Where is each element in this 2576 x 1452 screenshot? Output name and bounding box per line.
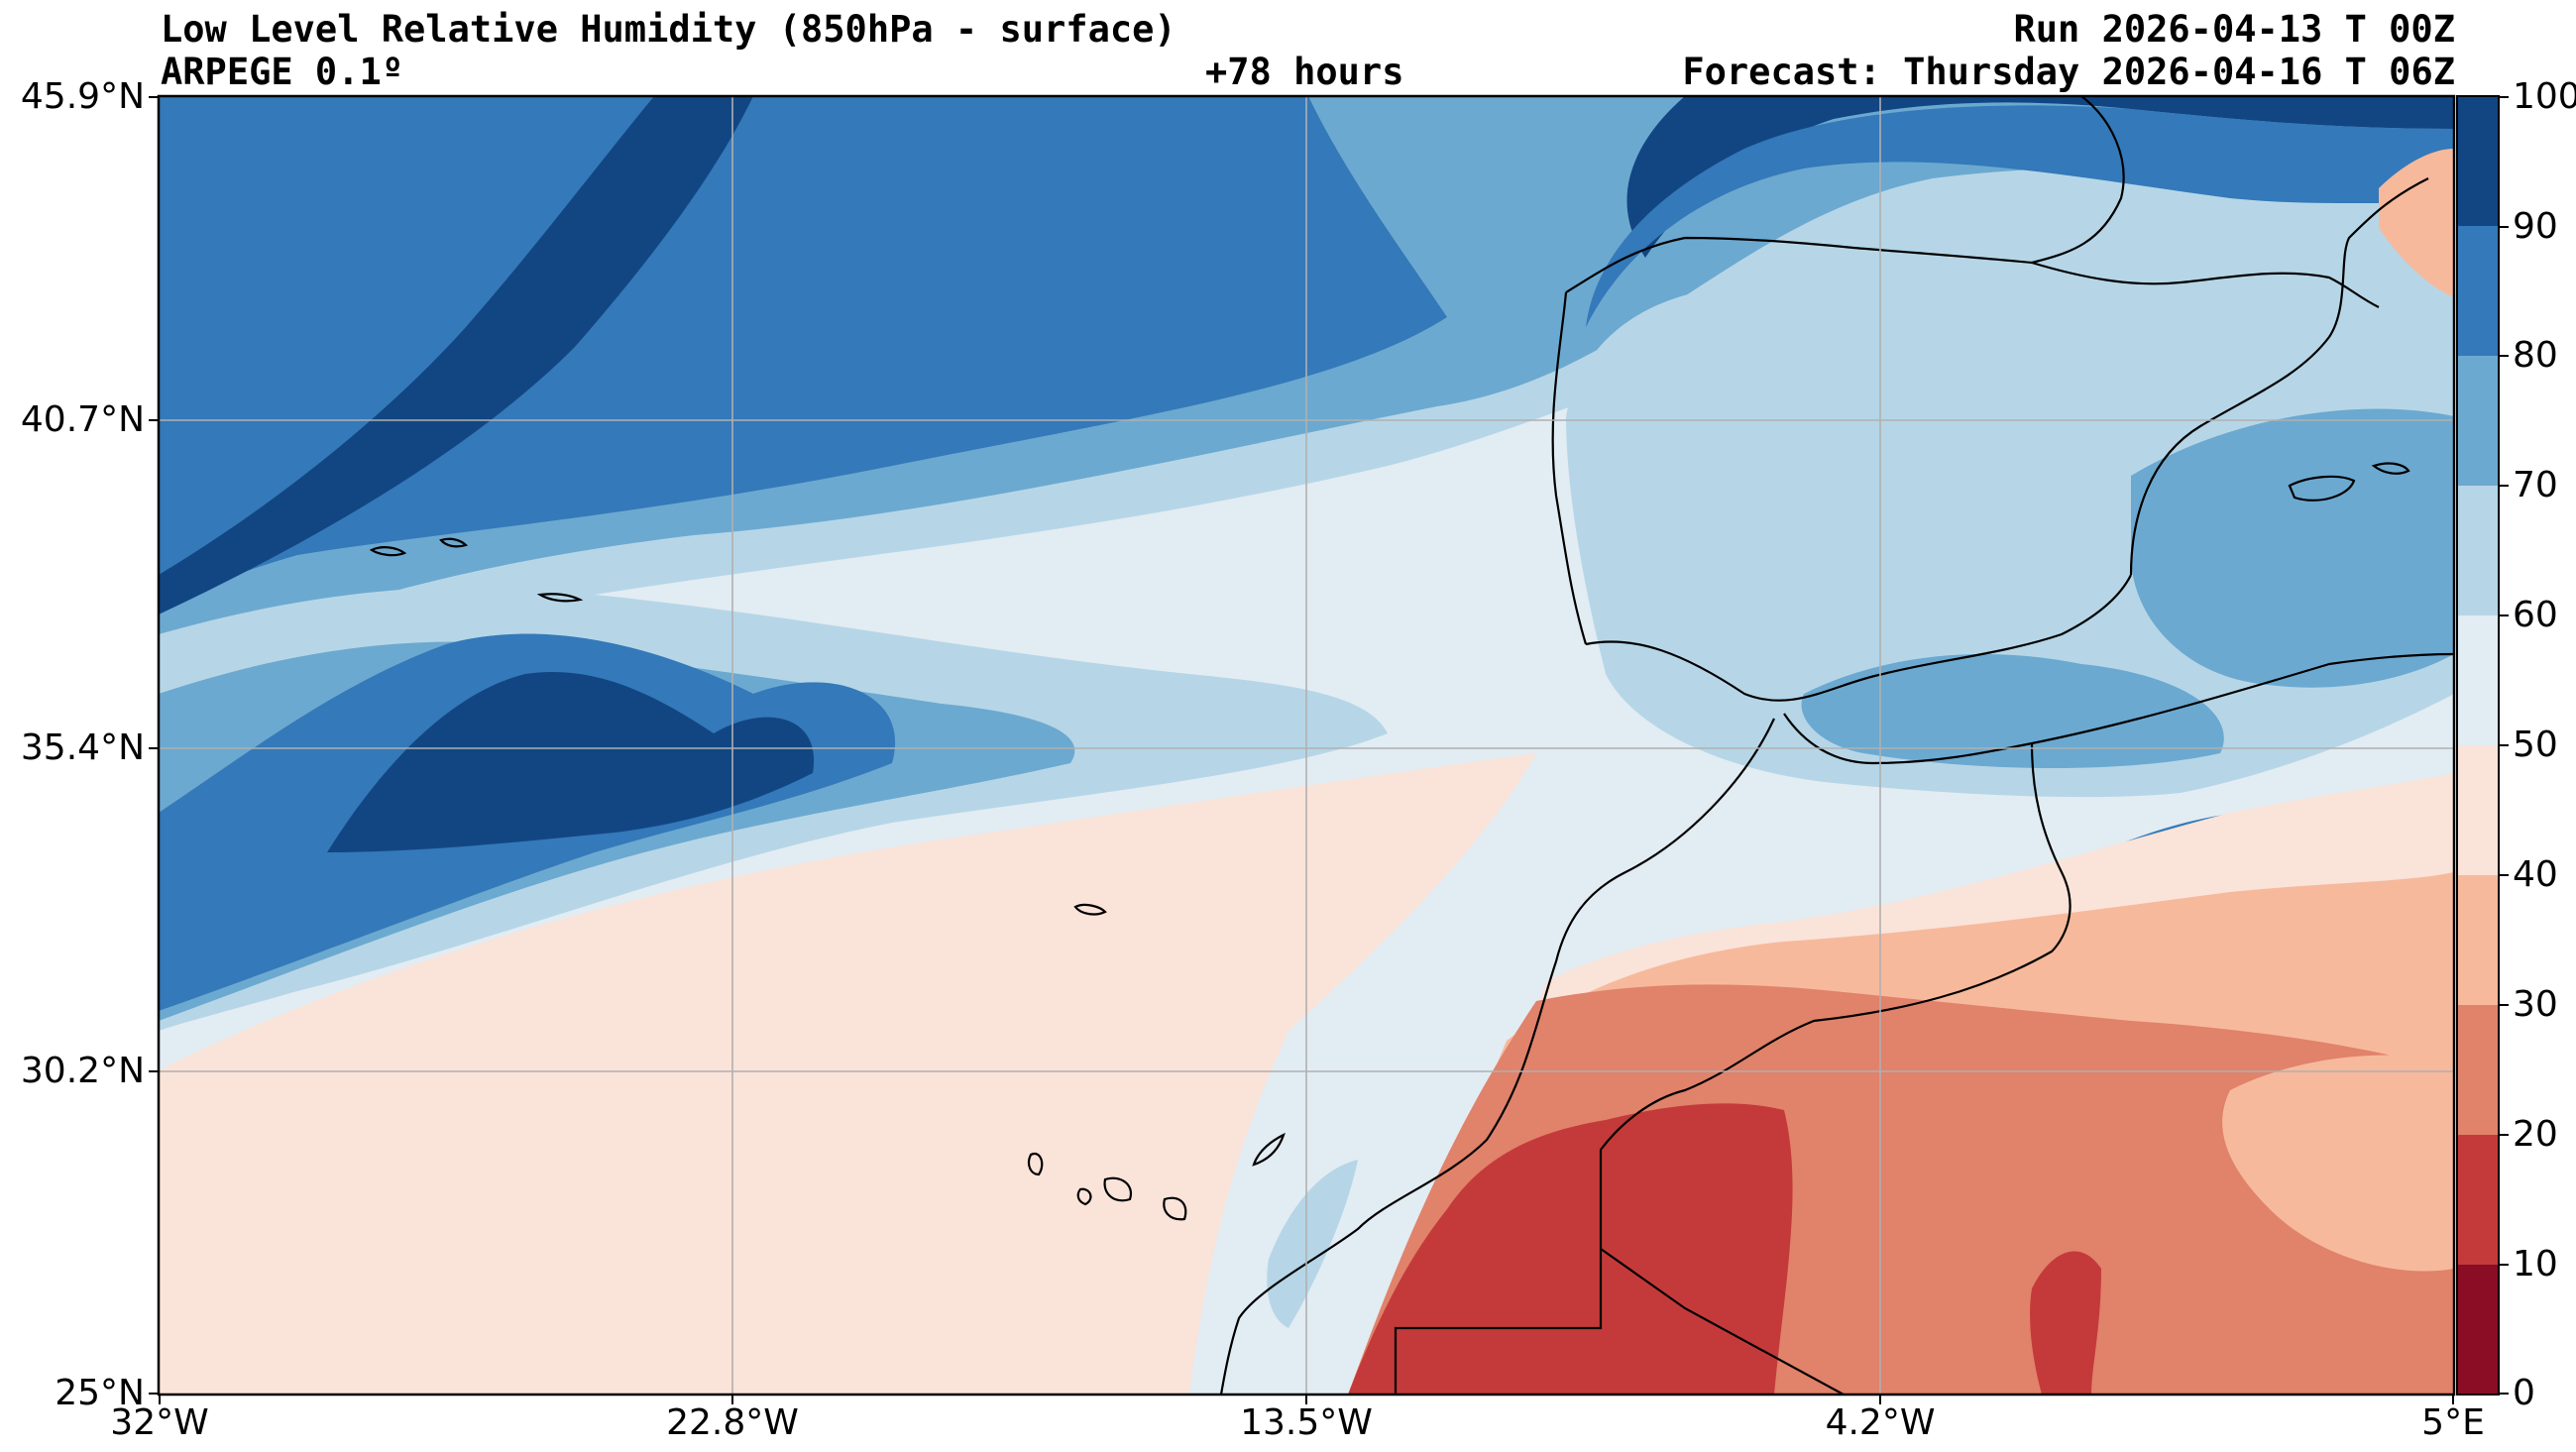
biscay-dark-core — [1626, 96, 2454, 258]
lat-tick-45-9: 45.9°N — [20, 76, 145, 117]
spain-france-border — [2031, 261, 2380, 308]
sahara-red-south — [2030, 1251, 2101, 1395]
run-time: Run 2026-04-13 T 00Z — [2013, 8, 2455, 51]
iberia-east-coast — [2129, 177, 2429, 576]
colorbar-label-100: 100 — [2513, 76, 2576, 117]
colorbar-segment-30-40 — [2457, 875, 2499, 1005]
biscay-blue — [1586, 105, 2454, 327]
coastlines — [369, 96, 2454, 1395]
colorbar-label-30: 30 — [2513, 984, 2558, 1025]
mauritania-border — [1600, 1248, 1845, 1395]
iberia-west-coast — [1551, 291, 1588, 645]
humidity-field — [159, 96, 2454, 1395]
madeira — [1073, 903, 1107, 916]
lat-tick-40-7: 40.7°N — [20, 399, 145, 440]
colorbar-label-60: 60 — [2513, 595, 2558, 635]
canary-island-5 — [1252, 1132, 1286, 1167]
north-atlantic-dark-core — [159, 96, 753, 614]
north-atlantic-blue-band — [159, 96, 1447, 605]
colorbar-label-50: 50 — [2513, 725, 2558, 765]
canary-island-1 — [1027, 1152, 1044, 1176]
colorbar-segment-20-30 — [2457, 1005, 2499, 1135]
eastern-atlantic-light-tongue — [1267, 1160, 1358, 1328]
map-title: Low Level Relative Humidity (850hPa - su… — [161, 8, 1176, 51]
tick-marks — [149, 96, 2454, 1404]
colorbar-segment-80-90 — [2457, 226, 2499, 356]
canary-island-4 — [1163, 1196, 1187, 1221]
colorbar-label-0: 0 — [2513, 1373, 2535, 1413]
lat-tick-30-2: 30.2°N — [20, 1051, 145, 1091]
gridlines — [159, 96, 2454, 1395]
lon-tick-4-2w: 4.2°W — [1825, 1402, 1936, 1443]
subtropical-dry-band — [159, 753, 1536, 1395]
sahara-salmon-east — [2222, 1055, 2454, 1272]
iberia-south-coast — [1585, 574, 2132, 702]
colorbar-label-20: 20 — [2513, 1114, 2558, 1155]
france-coast — [2031, 96, 2125, 265]
colorbar-segment-40-50 — [2457, 745, 2499, 875]
lat-tick-25: 25°N — [55, 1373, 145, 1413]
colorbar-segment-70-80 — [2457, 356, 2499, 486]
azores-2 — [439, 537, 469, 548]
morocco-algeria-border — [1599, 742, 2072, 1229]
colorbar-segment-0-10 — [2457, 1265, 2499, 1395]
colorbar-label-70: 70 — [2513, 465, 2558, 505]
morocco-atlantic-coast — [1219, 718, 1775, 1395]
colorbar-segment-10-20 — [2457, 1135, 2499, 1265]
colorbar-label-80: 80 — [2513, 335, 2558, 376]
colorbar-tick-marks — [2499, 96, 2509, 1395]
alboran-blue — [1801, 654, 2224, 768]
lon-tick-5e: 5°E — [2421, 1402, 2485, 1443]
lat-tick-35-4: 35.4°N — [20, 727, 145, 768]
colorbar-segment-60-70 — [2457, 486, 2499, 615]
colorbar-label-10: 10 — [2513, 1244, 2558, 1284]
forecast-valid-time: Forecast: Thursday 2026-04-16 T 06Z — [1682, 51, 2455, 93]
colorbar-segment-50-60 — [2457, 615, 2499, 745]
gulf-of-lion-salmon — [2379, 149, 2454, 297]
azores-1 — [369, 546, 407, 557]
western-sahara-border — [1394, 1229, 1603, 1395]
colorbar-label-90: 90 — [2513, 206, 2558, 247]
iberia-north-coast — [1565, 236, 2033, 293]
north-africa-coast — [1783, 652, 2454, 765]
colorbar — [2457, 96, 2499, 1395]
balearic-2 — [2371, 462, 2410, 475]
forecast-hour: +78 hours — [1205, 51, 1404, 93]
lon-tick-13-5w: 13.5°W — [1240, 1402, 1373, 1443]
iberia-mid-region — [2131, 408, 2454, 688]
midatlantic-dark-core — [327, 672, 815, 852]
lon-tick-22-8w: 22.8°W — [666, 1402, 799, 1443]
colorbar-label-40: 40 — [2513, 854, 2558, 895]
model-label: ARPEGE 0.1º — [161, 51, 404, 93]
canary-island-3 — [1103, 1176, 1133, 1202]
canary-island-2 — [1076, 1187, 1092, 1206]
lon-tick-32w: 32°W — [110, 1402, 209, 1443]
sahara-red-core — [1348, 1103, 1793, 1395]
balearic-1 — [2288, 475, 2356, 502]
colorbar-segment-90-100 — [2457, 96, 2499, 226]
azores-3 — [536, 593, 584, 603]
